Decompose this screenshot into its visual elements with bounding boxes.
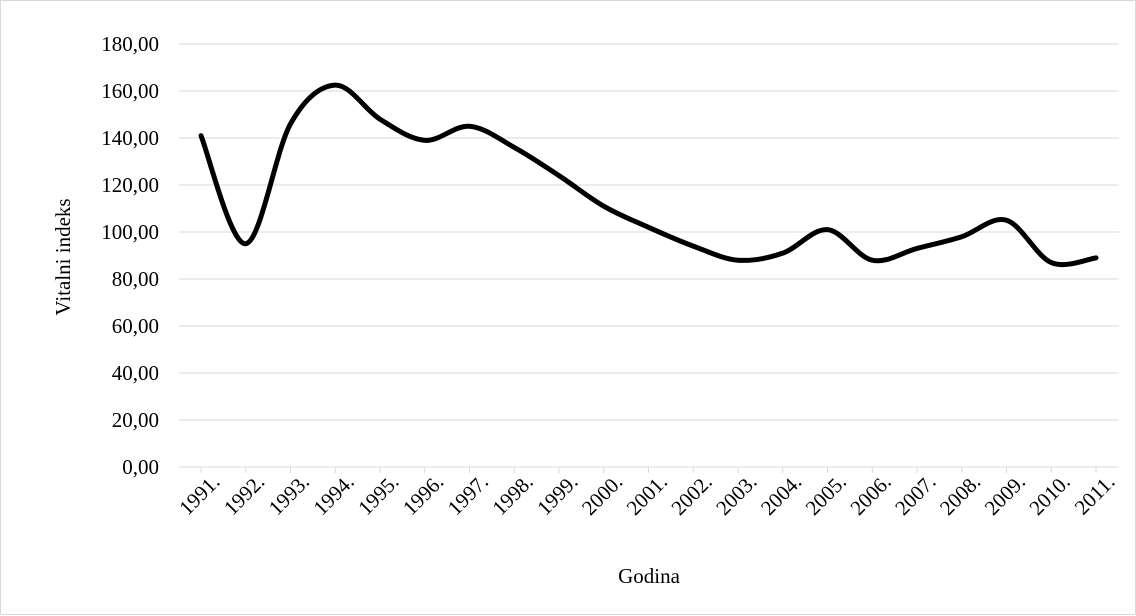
- x-axis-title: Godina: [618, 564, 681, 588]
- x-tick-label: 2011.: [1070, 470, 1120, 520]
- x-tick-label: 2005.: [801, 470, 851, 520]
- x-tick-label: 2009.: [980, 470, 1030, 520]
- x-tick-label: 2010.: [1024, 470, 1074, 520]
- x-tick-label: 1993.: [264, 470, 314, 520]
- x-tick-label: 1992.: [219, 470, 269, 520]
- y-tick-label: 120,00: [101, 173, 159, 197]
- y-tick-label: 140,00: [101, 126, 159, 150]
- y-axis-tick-labels: 0,00 20,00 40,00 60,00 80,00 100,00 120,00 140,…: [101, 32, 159, 479]
- y-tick-label: 80,00: [112, 267, 159, 291]
- x-tick-label: 2002.: [666, 470, 716, 520]
- x-tick-label: 1999.: [532, 470, 582, 520]
- x-tick-label: 1995.: [353, 470, 403, 520]
- x-axis: [200, 467, 1097, 473]
- x-tick-label: 1998.: [487, 470, 537, 520]
- y-tick-label: 180,00: [101, 32, 159, 56]
- x-tick-label: 2001.: [622, 470, 672, 520]
- x-tick-label: 2004.: [756, 470, 806, 520]
- x-tick-label: 1996.: [398, 470, 448, 520]
- x-tick-label: 2000.: [577, 470, 627, 520]
- y-axis-title: Vitalni indeks: [51, 198, 75, 315]
- series: [198, 82, 1099, 268]
- series-line: [198, 82, 1099, 268]
- x-tick-label: 1991.: [174, 470, 224, 520]
- x-tick-label: 2007.: [890, 470, 940, 520]
- gridlines: [179, 43, 1119, 468]
- x-tick-label: 2008.: [935, 470, 985, 520]
- y-tick-label: 40,00: [112, 361, 159, 385]
- x-tick-label: 1997.: [443, 470, 493, 520]
- y-tick-label: 20,00: [112, 408, 159, 432]
- y-tick-label: 100,00: [101, 220, 159, 244]
- x-tick-label: 2006.: [845, 470, 895, 520]
- x-axis-tick-labels: 1991.1992.1993.1994.1995.1996.1997.1998.…: [174, 470, 1119, 520]
- x-tick-label: 1994.: [308, 470, 358, 520]
- x-tick-label: 2003.: [711, 470, 761, 520]
- y-tick-label: 60,00: [112, 314, 159, 338]
- y-tick-label: 0,00: [122, 455, 159, 479]
- y-tick-label: 160,00: [101, 79, 159, 103]
